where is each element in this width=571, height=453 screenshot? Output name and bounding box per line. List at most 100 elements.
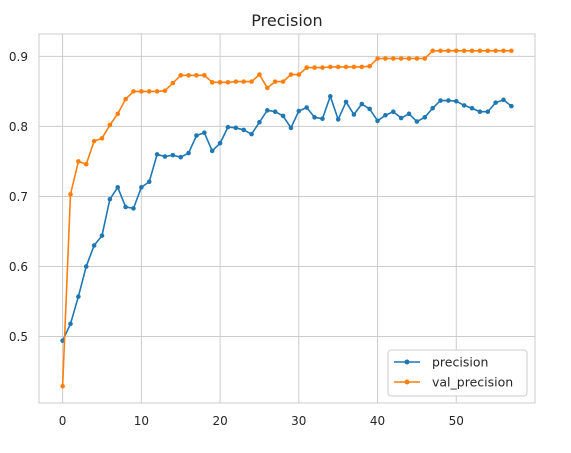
val-precision-point xyxy=(461,48,467,54)
precision-point xyxy=(406,111,412,117)
legend: precision val_precision xyxy=(387,349,528,397)
x-tick-label: 10 xyxy=(134,414,149,428)
val-precision-point xyxy=(398,56,404,61)
val-precision-point xyxy=(453,48,459,54)
precision-series xyxy=(60,94,514,343)
precision-point xyxy=(233,125,239,131)
legend-item-precision: precision xyxy=(394,355,488,370)
val-precision-point xyxy=(367,63,372,69)
val-precision-point xyxy=(414,56,420,61)
y-tick-label: 0.8 xyxy=(9,120,28,134)
precision-point xyxy=(209,148,215,154)
precision-point xyxy=(438,98,443,103)
precision-point xyxy=(383,112,388,118)
val-precision-point xyxy=(139,89,144,94)
precision-point xyxy=(493,100,498,105)
val-precision-point xyxy=(477,48,483,54)
val-precision-point xyxy=(154,89,160,94)
precision-point xyxy=(249,131,254,137)
precision-point xyxy=(320,116,325,122)
val-precision-point xyxy=(438,48,443,54)
x-tick-label: 30 xyxy=(291,414,306,428)
precision-point xyxy=(76,294,81,299)
val-precision-point xyxy=(446,48,451,54)
y-tick-label: 0.6 xyxy=(9,260,28,274)
val-precision-point xyxy=(485,48,491,54)
val-precision-point xyxy=(335,64,341,70)
precision-point xyxy=(453,98,459,104)
chart-title: Precision xyxy=(251,11,322,30)
x-tick-label: 50 xyxy=(449,414,464,428)
precision-point xyxy=(509,103,514,109)
precision-point xyxy=(343,99,349,105)
val-precision-point xyxy=(178,73,184,78)
precision-point xyxy=(288,125,294,131)
precision-point xyxy=(351,112,357,117)
val-precision-point xyxy=(162,88,168,94)
val-precision-point xyxy=(249,79,254,84)
precision-point xyxy=(469,105,475,111)
precision-point xyxy=(501,97,506,103)
val-precision-point xyxy=(320,65,325,70)
precision-point xyxy=(414,119,420,124)
precision-point xyxy=(359,101,365,107)
precision-point xyxy=(390,109,396,115)
precision-point xyxy=(446,98,451,103)
val-precision-point xyxy=(304,65,309,70)
val-precision-point xyxy=(83,161,89,167)
precision-point xyxy=(430,105,435,111)
y-tick-label: 0.9 xyxy=(9,50,28,64)
precision-point xyxy=(225,124,231,130)
precision-point xyxy=(131,206,136,211)
precision-point xyxy=(485,109,491,115)
legend-swatch-marker xyxy=(404,379,410,385)
val-precision-point xyxy=(123,96,128,102)
precision-point xyxy=(375,118,380,124)
precision-point xyxy=(170,152,176,158)
precision-point xyxy=(241,127,246,133)
y-tick-label: 0.7 xyxy=(9,190,28,204)
val-precision-series xyxy=(60,48,514,389)
x-tick-label: 40 xyxy=(370,414,385,428)
precision-point xyxy=(296,108,302,114)
val-precision-point xyxy=(146,89,152,94)
legend-label: precision xyxy=(432,355,488,370)
val-precision-point xyxy=(60,383,65,389)
val-precision-point xyxy=(76,159,81,164)
precision-point xyxy=(83,264,89,269)
precision-point xyxy=(328,94,333,99)
val-precision-point xyxy=(390,56,396,61)
precision-point xyxy=(280,113,286,119)
val-precision-point xyxy=(186,73,191,78)
series-lines xyxy=(60,48,514,389)
precision-point xyxy=(272,109,278,115)
val-precision-point xyxy=(170,80,176,86)
val-precision-point xyxy=(217,80,223,85)
precision-point xyxy=(217,140,223,146)
precision-point xyxy=(162,154,168,159)
y-tick-label: 0.5 xyxy=(9,330,28,344)
val-precision-point xyxy=(202,73,207,78)
precision-point xyxy=(139,185,144,190)
legend-swatch-marker xyxy=(404,359,410,365)
precision-point xyxy=(335,117,341,122)
val-precision-point xyxy=(383,56,388,61)
precision-point xyxy=(154,152,160,157)
val-precision-point xyxy=(288,72,294,77)
precision-point xyxy=(115,185,121,190)
precision-point xyxy=(146,179,152,185)
val-precision-point xyxy=(233,79,239,84)
precision-point xyxy=(178,154,184,160)
val-precision-point xyxy=(422,56,428,61)
precision-point xyxy=(194,133,199,138)
val-precision-point xyxy=(209,80,215,85)
precision-point xyxy=(312,115,317,120)
precision-point xyxy=(367,106,372,112)
val-precision-point xyxy=(280,79,286,84)
precision-point xyxy=(265,108,270,113)
precision-point xyxy=(91,243,97,248)
val-precision-point xyxy=(343,64,349,70)
val-precision-point xyxy=(265,85,270,91)
val-precision-point xyxy=(359,64,365,70)
